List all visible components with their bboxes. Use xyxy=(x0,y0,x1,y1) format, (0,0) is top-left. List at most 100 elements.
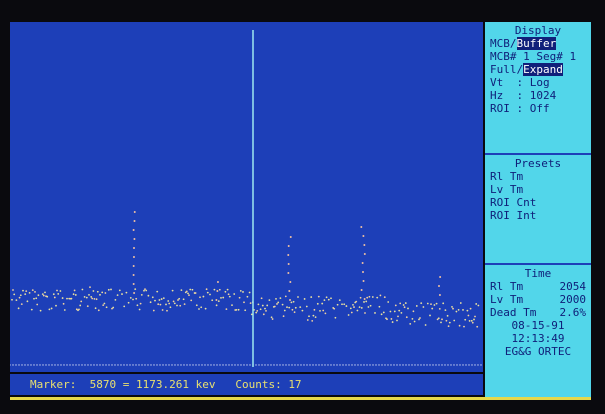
view[interactable]: Full/Expand xyxy=(490,63,586,76)
spectrum-dot xyxy=(225,291,227,293)
spectrum-dot xyxy=(156,291,158,293)
spectrum-dot xyxy=(376,297,378,299)
baseline-dot xyxy=(144,364,145,365)
spectrum-dot xyxy=(266,305,268,307)
spectrum-dot xyxy=(288,307,290,309)
baseline-dot xyxy=(438,364,439,365)
spectrum-dot xyxy=(277,302,279,304)
spectrum-dot xyxy=(206,288,208,290)
presets-section: Presets Rl TmLv TmROI CntROI Int xyxy=(485,155,591,265)
baseline-dot xyxy=(45,364,46,365)
baseline-dot xyxy=(381,364,382,365)
spectrum-dot xyxy=(372,296,374,298)
peak-dot xyxy=(362,235,364,237)
baseline-dot xyxy=(399,364,400,365)
spectrum-dot xyxy=(105,292,107,294)
baseline-dot xyxy=(36,364,37,365)
baseline-dot xyxy=(228,364,229,365)
spectrum-dot xyxy=(139,309,141,311)
spectrum-dot xyxy=(473,319,475,321)
mode-option[interactable]: MCB/ xyxy=(490,37,517,50)
peak-dot xyxy=(133,247,135,249)
spectrum-dot xyxy=(163,297,165,299)
spectrum-dot xyxy=(203,296,205,298)
spectrum-dot xyxy=(93,290,95,292)
spectrum-dot xyxy=(162,309,164,311)
spectrum-dot xyxy=(184,303,186,305)
section-title: Presets xyxy=(490,157,586,170)
baseline-dot xyxy=(342,364,343,365)
spectrum-dot xyxy=(94,298,96,300)
spectrum-dot xyxy=(368,306,370,308)
spectrum-dot xyxy=(351,312,353,314)
baseline-dot xyxy=(171,364,172,365)
spectrum-dot xyxy=(464,319,466,321)
spectrum-dot xyxy=(475,303,477,305)
spectrum-dot xyxy=(420,302,422,304)
spectrum-dot xyxy=(394,311,396,313)
spectrum-dot xyxy=(143,290,145,292)
screen: Display MCB/Buffer MCB# 1 Seg# 1 Full/Ex… xyxy=(0,0,605,414)
baseline-dot xyxy=(396,364,397,365)
time-row: Rl Tm2054 xyxy=(490,280,586,293)
peak-dot xyxy=(287,272,289,274)
time-label: Lv Tm xyxy=(490,293,523,306)
spectrum-dot xyxy=(370,305,372,307)
spectrum-dot xyxy=(34,291,36,293)
spectrum-dot xyxy=(391,318,393,320)
spectrum-dot xyxy=(419,317,421,319)
baseline-dot xyxy=(78,364,79,365)
preset[interactable]: ROI Int xyxy=(490,209,586,222)
spectrum-dot xyxy=(325,312,327,314)
section-title: Time xyxy=(490,267,586,280)
spectrum-dot xyxy=(274,306,276,308)
preset[interactable]: Lv Tm xyxy=(490,183,586,196)
spectrum-dot xyxy=(222,297,224,299)
spectrum-dot xyxy=(353,306,355,308)
baseline-dot xyxy=(369,364,370,365)
baseline-dot xyxy=(387,364,388,365)
baseline-dot xyxy=(210,364,211,365)
spectrum-dot xyxy=(71,298,73,300)
baseline-dot xyxy=(276,364,277,365)
baseline-dot xyxy=(201,364,202,365)
spectrum-dot xyxy=(313,315,315,317)
baseline-dot xyxy=(273,364,274,365)
spectrum-dot xyxy=(261,297,263,299)
spectrum-dot xyxy=(292,309,294,311)
spectrum-dot xyxy=(209,294,211,296)
baseline-dot xyxy=(60,364,61,365)
spectrum-dot xyxy=(405,302,407,304)
spectrum-dot xyxy=(355,301,357,303)
baseline-dot xyxy=(153,364,154,365)
baseline-dot xyxy=(435,364,436,365)
baseline-dot xyxy=(114,364,115,365)
spectrum-dot xyxy=(188,294,190,296)
baseline-dot xyxy=(336,364,337,365)
preset[interactable]: ROI Cnt xyxy=(490,196,586,209)
spectrum-dot xyxy=(359,306,361,308)
mode[interactable]: MCB/Buffer xyxy=(490,37,586,50)
mode-selected[interactable]: Buffer xyxy=(517,37,557,50)
peak-dot xyxy=(216,290,218,292)
baseline-dot xyxy=(189,364,190,365)
peak-dot xyxy=(134,211,136,213)
preset[interactable]: Rl Tm xyxy=(490,170,586,183)
spectrum-dot xyxy=(64,309,66,311)
spectrum-dot xyxy=(87,305,89,307)
spectrum-dot xyxy=(90,296,92,298)
baseline-dot xyxy=(249,364,250,365)
view-selected[interactable]: Expand xyxy=(523,63,563,76)
view-option[interactable]: Full/ xyxy=(490,63,523,76)
spectrum-dot xyxy=(324,299,326,301)
baseline-dot xyxy=(222,364,223,365)
baseline-dot xyxy=(90,364,91,365)
baseline-dot xyxy=(300,364,301,365)
spectrum-dot xyxy=(431,308,433,310)
spectrum-dot xyxy=(403,304,405,306)
spectrum-dot xyxy=(243,301,245,303)
spectrum-dot xyxy=(239,297,241,299)
spectrum-dot xyxy=(132,299,134,301)
spectrum-dot xyxy=(291,301,293,303)
spectrum-dot xyxy=(40,310,42,312)
